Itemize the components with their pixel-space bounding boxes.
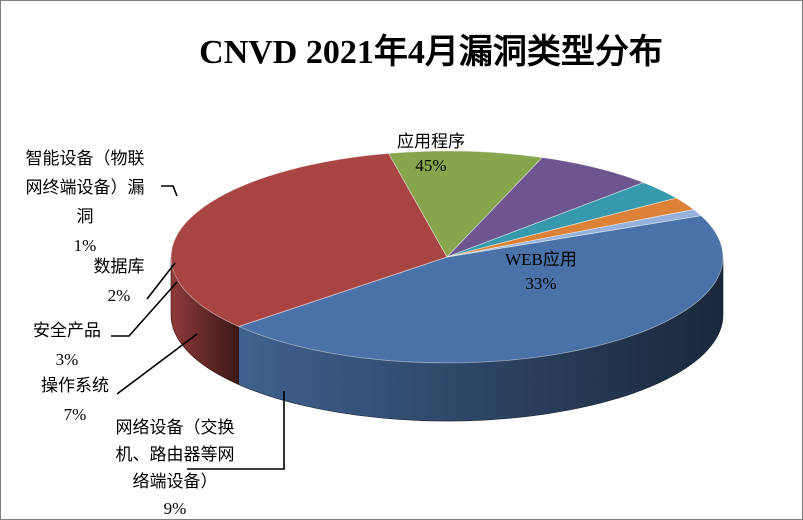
pie-slice [446,157,645,258]
leader-line [187,391,285,470]
slice-percent-label: 2% [108,286,131,305]
pie-slice [388,150,544,258]
slice-category-label: 网终端设备）漏 [26,178,145,197]
slice-category-label: 洞 [77,207,94,226]
slice-category-label: 操作系统 [41,376,109,395]
slice-percent-label: 3% [56,350,79,369]
slice-percent-label: 45% [415,156,446,175]
slice-category-label: 应用程序 [397,132,465,151]
slice-category-label: 络端设备） [133,472,218,491]
slice-category-label: 机、路由器等网 [116,445,235,464]
pie-slice [237,215,724,364]
slice-category-label: 安全产品 [33,321,101,340]
pie-slice [446,209,702,258]
slice-category-label: 数据库 [94,257,145,276]
leader-line [161,185,178,197]
slice-percent-label: 9% [164,499,187,518]
pie-slice [170,152,448,327]
slice-percent-label: 1% [74,236,97,255]
slice-category-label: 网络设备（交换 [116,418,235,437]
leader-line [146,262,176,300]
leader-line [111,281,178,337]
chart-title: CNVD 2021年4月漏洞类型分布 [199,33,663,71]
slice-category-label: WEB应用 [505,250,577,269]
slice-percent-label: 33% [525,274,556,293]
slice-percent-label: 7% [64,405,87,424]
slice-category-label: 智能设备（物联 [26,149,145,168]
leader-line [116,333,198,395]
